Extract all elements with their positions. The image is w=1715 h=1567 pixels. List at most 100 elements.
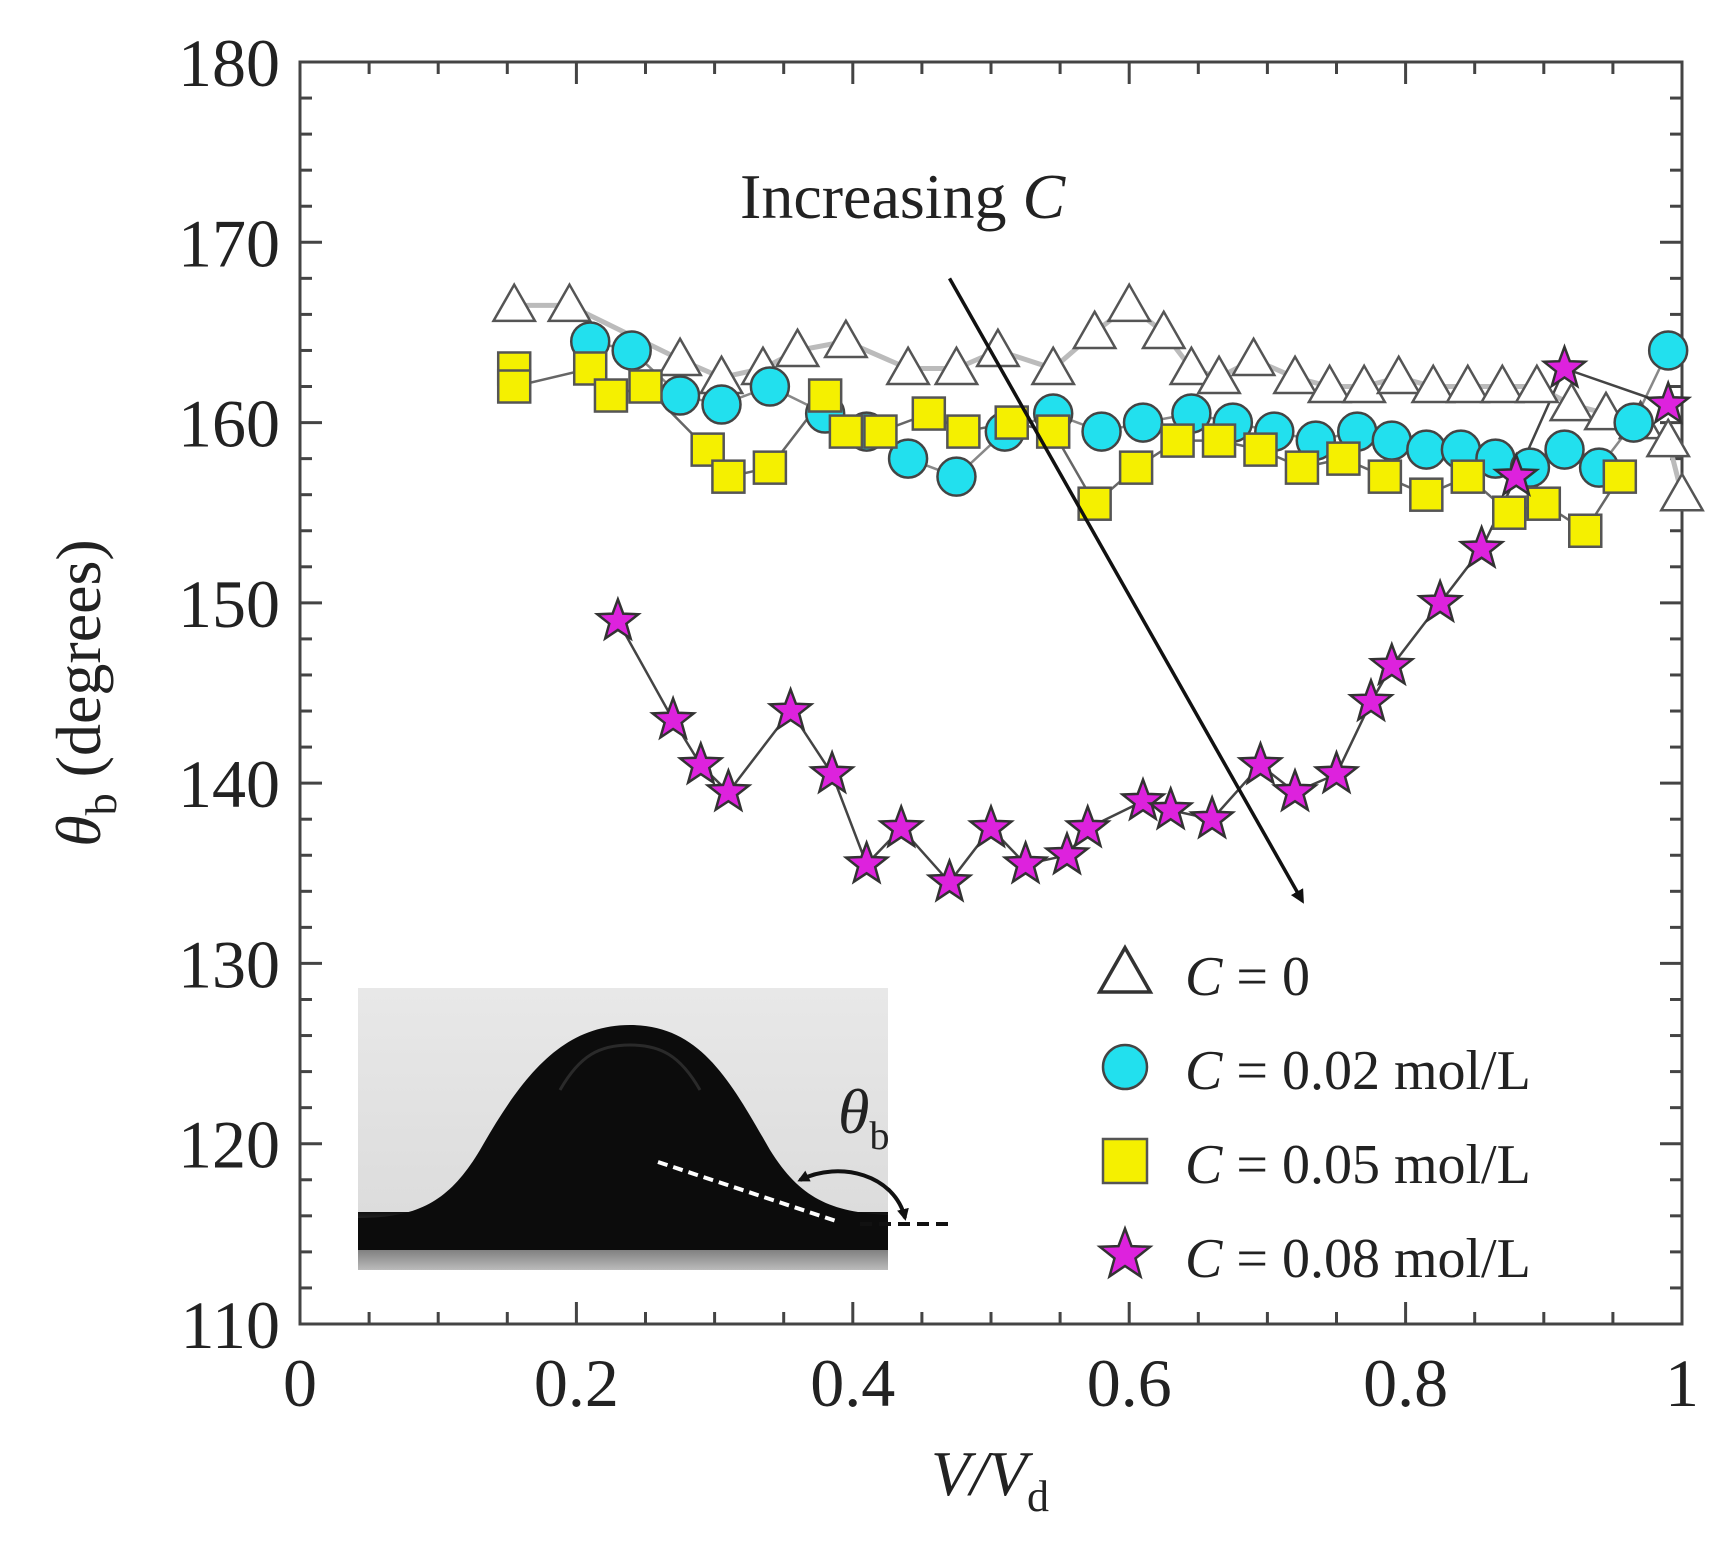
- data-point-square: [1118, 450, 1154, 485]
- x-tick-label: 1: [1665, 1345, 1699, 1421]
- data-point-triangle: [657, 336, 703, 377]
- legend-marker-circle: [1101, 1043, 1149, 1091]
- data-point-circle: [887, 438, 929, 479]
- data-point-circle: [1081, 411, 1122, 452]
- data-point-circle: [1122, 402, 1164, 443]
- annotation-arrow: [948, 277, 1304, 904]
- data-point-star: [649, 694, 698, 741]
- data-point-star: [1271, 767, 1320, 813]
- data-point-star: [1644, 379, 1693, 425]
- data-point-star: [766, 685, 815, 732]
- data-point-triangle: [1230, 336, 1277, 377]
- x-tick-label: 0.2: [534, 1345, 619, 1421]
- data-point-triangle: [1306, 363, 1353, 404]
- data-point-star: [967, 803, 1015, 849]
- legend: C = 0 C = 0.02 mol/L C = 0.05 mol/L C = 0.0…: [1096, 944, 1531, 1290]
- data-point-star: [1146, 785, 1195, 831]
- x-tick-label: 0: [283, 1345, 317, 1421]
- data-point-square: [1602, 459, 1638, 494]
- data-point-square: [807, 378, 843, 413]
- data-point-square: [994, 405, 1029, 440]
- data-point-triangle: [546, 282, 593, 323]
- axis-tick-labels: 0 0.2 0.4 0.6 0.8 1 110 120 130 140 150 160 170 180: [178, 25, 1699, 1421]
- data-point-triangle: [1071, 309, 1118, 350]
- data-point-circle: [1544, 429, 1585, 470]
- data-point-triangle: [885, 345, 931, 386]
- inset-droplet-photo: θb: [358, 988, 948, 1270]
- data-point-triangle: [1272, 354, 1318, 395]
- data-point-square: [593, 378, 629, 413]
- data-point-triangle: [1030, 345, 1077, 386]
- legend-entry: C = 0.02 mol/L: [1101, 1040, 1531, 1102]
- data-point-star: [1236, 739, 1285, 786]
- data-point-star: [593, 595, 642, 642]
- data-point-square: [1526, 486, 1562, 521]
- legend-label: C = 0.08 mol/L: [1185, 1228, 1531, 1290]
- data-point-square: [628, 369, 663, 404]
- legend-marker-star: [1096, 1225, 1154, 1280]
- x-axis-title: V/Vd: [931, 1438, 1049, 1521]
- data-point-triangle: [1514, 363, 1560, 404]
- data-point-square: [1450, 459, 1486, 494]
- data-point-square: [1568, 513, 1603, 548]
- legend-marker-triangle: [1096, 944, 1154, 994]
- data-point-square: [1367, 459, 1403, 494]
- legend-entry: C = 0.08 mol/L: [1096, 1225, 1531, 1290]
- data-point-circle: [936, 456, 977, 497]
- data-point-triangle: [1140, 309, 1187, 350]
- data-point-triangle: [1168, 345, 1215, 386]
- legend-label: C = 0.05 mol/L: [1185, 1134, 1531, 1196]
- data-point-star: [676, 739, 725, 786]
- data-point-circle: [1647, 330, 1689, 371]
- data-point-square: [752, 450, 788, 485]
- data-point-star: [1188, 794, 1237, 840]
- legend-label: C = 0.02 mol/L: [1185, 1040, 1531, 1102]
- data-point-triangle: [1548, 381, 1595, 422]
- data-point-triangle: [1659, 471, 1705, 512]
- data-point-square: [863, 414, 898, 449]
- inset-theta-label: θb: [838, 1076, 889, 1158]
- annotation-text: Increasing C: [740, 161, 1067, 232]
- y-tick-label: 130: [178, 926, 280, 1002]
- data-point-star: [877, 803, 926, 849]
- y-tick-label: 150: [178, 566, 280, 642]
- data-point-star: [1367, 640, 1416, 687]
- data-point-square: [1326, 441, 1361, 476]
- data-point-star: [1063, 803, 1112, 849]
- data-point-triangle: [1444, 363, 1491, 404]
- data-point-star: [1492, 451, 1541, 498]
- data-point-square: [1243, 432, 1278, 467]
- data-point-triangle: [823, 318, 869, 359]
- data-point-triangle: [1106, 282, 1153, 323]
- data-point-star: [1312, 748, 1361, 795]
- data-point-circle: [1613, 402, 1654, 443]
- data-point-star: [925, 857, 974, 903]
- data-point-square: [1035, 414, 1071, 449]
- data-point-star: [1457, 523, 1506, 570]
- data-point-star: [1119, 776, 1168, 822]
- y-tick-label: 120: [178, 1107, 280, 1183]
- data-point-circle: [701, 384, 742, 425]
- data-point-triangle: [1375, 354, 1422, 395]
- data-point-star: [704, 767, 753, 813]
- legend-marker-square: [1101, 1137, 1149, 1185]
- y-axis-title: θb (degrees): [43, 539, 126, 847]
- data-point-square: [1284, 450, 1320, 485]
- data-point-triangle: [933, 345, 980, 386]
- data-point-triangle: [491, 282, 538, 323]
- data-point-square: [1409, 477, 1444, 512]
- legend-entry: C = 0: [1096, 944, 1310, 1008]
- data-point-triangle: [1479, 363, 1526, 404]
- legend-entry: C = 0.05 mol/L: [1101, 1134, 1531, 1196]
- data-point-square: [828, 414, 864, 449]
- x-tick-label: 0.4: [810, 1345, 895, 1421]
- data-point-star: [1416, 577, 1465, 624]
- data-point-triangle: [1196, 354, 1242, 395]
- data-point-triangle: [1341, 363, 1387, 404]
- data-point-star: [1540, 343, 1589, 389]
- y-tick-label: 180: [178, 25, 280, 101]
- data-point-star: [1001, 839, 1050, 885]
- data-point-square: [911, 396, 947, 431]
- x-tick-label: 0.8: [1363, 1345, 1448, 1421]
